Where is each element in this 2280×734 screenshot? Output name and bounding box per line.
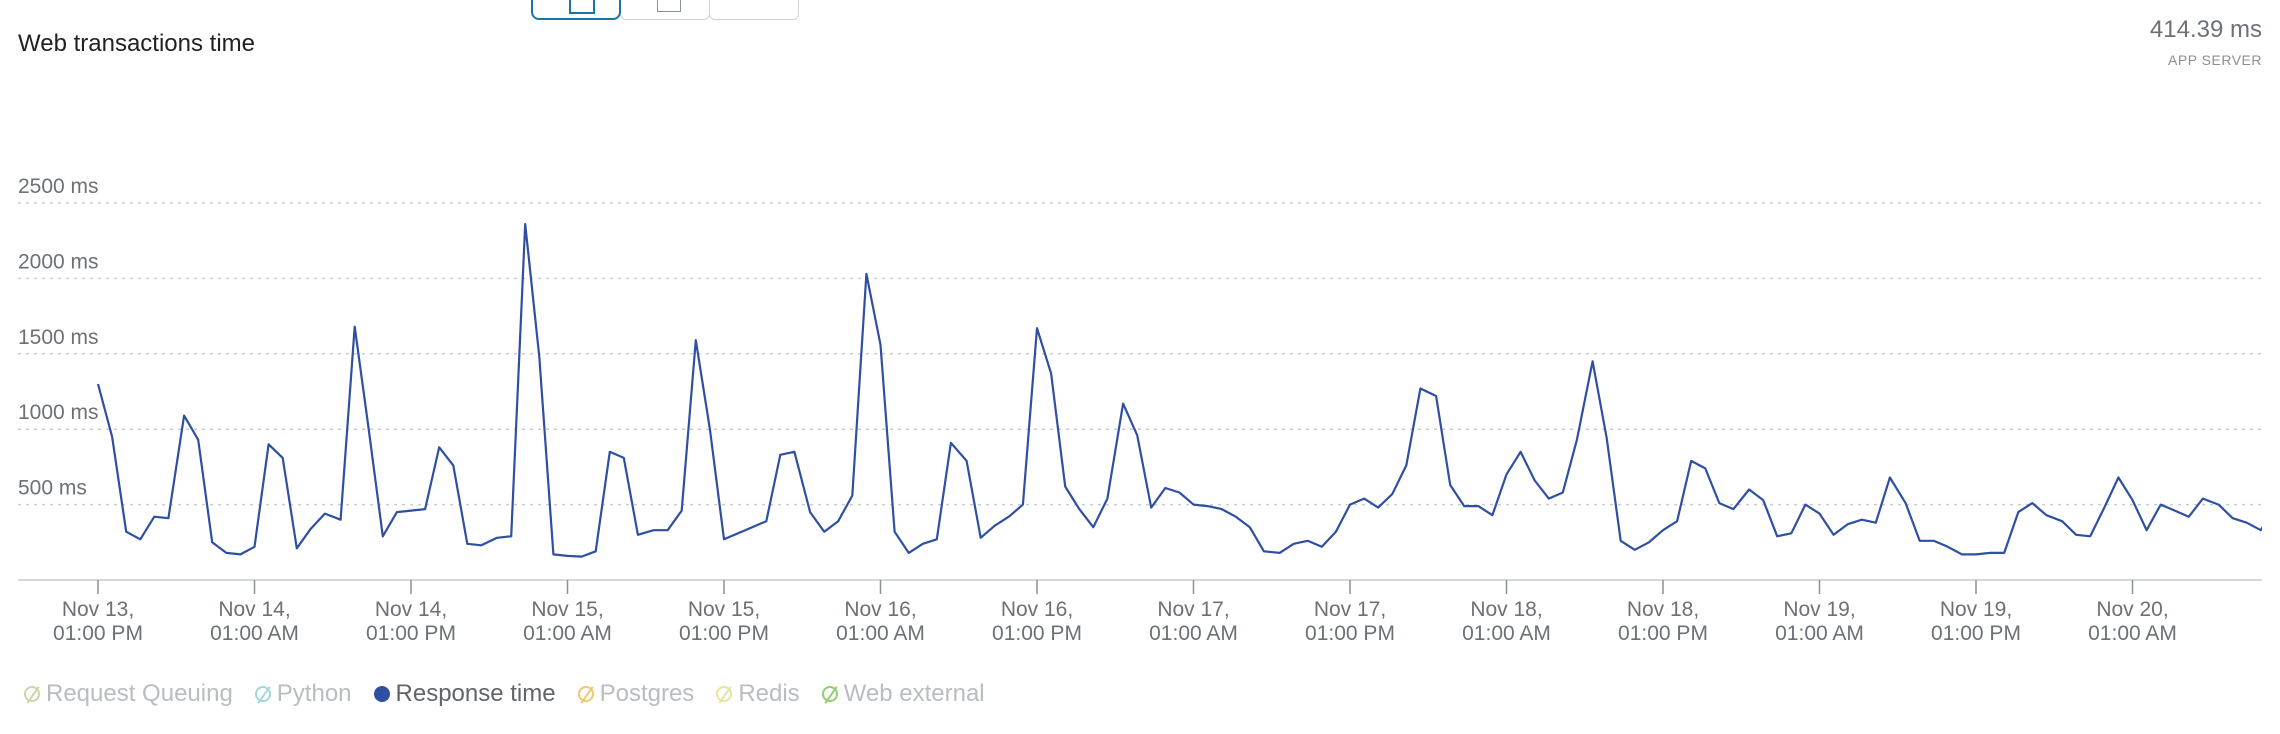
x-tick-label: 01:00 AM	[2088, 622, 2177, 645]
x-tick-label: Nov 16,	[1001, 598, 1073, 621]
x-tick-label: 01:00 PM	[53, 622, 143, 645]
x-tick-label: 01:00 AM	[523, 622, 612, 645]
metric-label: APP SERVER	[2168, 52, 2262, 68]
area-chart-icon	[569, 0, 595, 14]
x-tick-label: 01:00 PM	[1931, 622, 2021, 645]
legend-label: Python	[276, 680, 352, 707]
x-tick-label: 01:00 AM	[1462, 622, 1551, 645]
x-tick-label: Nov 15,	[688, 598, 760, 621]
legend-item[interactable]: Response time	[373, 680, 556, 708]
x-tick-label: Nov 19,	[1940, 598, 2012, 621]
x-tick-label: 01:00 PM	[679, 622, 769, 645]
x-tick-label: Nov 15,	[531, 598, 603, 621]
x-tick-label: Nov 14,	[218, 598, 290, 621]
metric-summary: 414.39 ms APP SERVER	[2150, 16, 2262, 68]
x-tick-label: Nov 14,	[375, 598, 447, 621]
x-tick-label: Nov 18,	[1627, 598, 1699, 621]
x-tick-label: 01:00 AM	[210, 622, 299, 645]
x-tick-label: Nov 18,	[1470, 598, 1542, 621]
x-tick-label: 01:00 AM	[1775, 622, 1864, 645]
legend-item[interactable]: Web external	[821, 680, 985, 708]
x-tick-label: 01:00 PM	[1618, 622, 1708, 645]
x-tick-label: Nov 17,	[1314, 598, 1386, 621]
x-tick-label: 01:00 AM	[1149, 622, 1238, 645]
x-tick-label: Nov 17,	[1157, 598, 1229, 621]
legend-label: Web external	[843, 680, 985, 707]
disabled-circle-icon	[716, 686, 733, 702]
legend-item[interactable]: Python	[254, 680, 352, 708]
legend-label: Postgres	[599, 680, 695, 707]
chart-legend: Request Queuing Python Response time Postgr…	[24, 680, 985, 708]
legend-label: Request Queuing	[46, 680, 233, 707]
view-tabs	[531, 0, 799, 20]
legend-label: Redis	[738, 680, 800, 707]
y-tick-label: 1500 ms	[18, 326, 99, 349]
x-tick-label: Nov 13,	[62, 598, 134, 621]
x-tick-label: Nov 19,	[1783, 598, 1855, 621]
filled-circle-icon	[373, 686, 390, 702]
tab-more[interactable]	[709, 0, 799, 20]
x-tick-label: 01:00 PM	[366, 622, 456, 645]
y-tick-label: 2500 ms	[18, 175, 99, 198]
disabled-circle-icon	[24, 686, 40, 702]
line-chart-icon	[657, 0, 681, 12]
y-tick-label: 1000 ms	[18, 401, 99, 424]
y-tick-label: 2000 ms	[18, 250, 99, 273]
disabled-circle-icon	[254, 686, 271, 702]
tab-area-chart[interactable]	[531, 0, 621, 20]
legend-item[interactable]: Request Queuing	[24, 680, 233, 708]
disabled-circle-icon	[821, 686, 838, 702]
x-tick-label: 01:00 AM	[836, 622, 925, 645]
x-tick-label: 01:00 PM	[992, 622, 1082, 645]
chart-title: Web transactions time	[18, 30, 255, 57]
legend-item[interactable]: Postgres	[577, 680, 695, 708]
y-tick-label: 500 ms	[18, 477, 87, 500]
legend-item[interactable]: Redis	[716, 680, 800, 708]
metric-value: 414.39 ms	[2149, 16, 2262, 43]
response-time-series-line	[96, 223, 2262, 558]
disabled-circle-icon	[577, 686, 594, 702]
x-tick-label: 01:00 PM	[1305, 622, 1395, 645]
x-tick-label: Nov 20,	[2096, 598, 2168, 621]
x-tick-label: Nov 16,	[844, 598, 916, 621]
legend-label: Response time	[395, 680, 556, 707]
